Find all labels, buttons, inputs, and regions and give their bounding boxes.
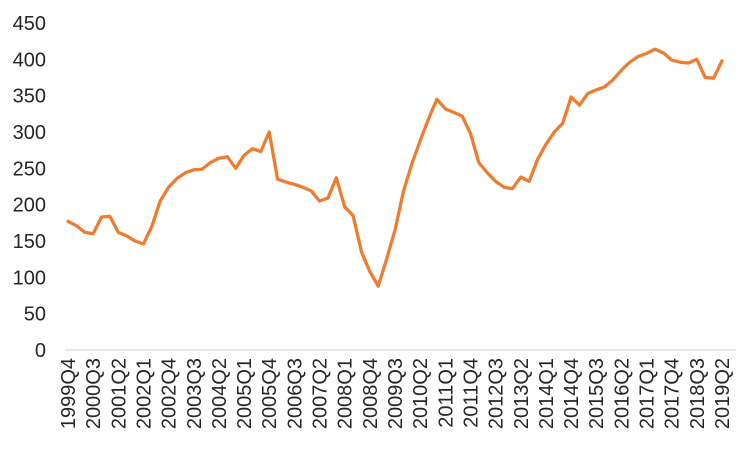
- x-axis-tick-label: 2015Q3: [586, 358, 608, 429]
- x-axis-tick-label: 2010Q2: [410, 358, 432, 429]
- data-line: [66, 47, 724, 288]
- x-axis-tick-label: 2006Q3: [284, 358, 306, 429]
- x-axis-tick-label: 2003Q3: [184, 358, 206, 429]
- x-axis-tick-label: 2018Q3: [687, 358, 709, 429]
- y-axis-tick-label: 450: [13, 13, 46, 35]
- x-axis-tick-label: 2014Q4: [561, 358, 583, 429]
- x-axis-tick-label: 2019Q2: [712, 358, 734, 429]
- y-axis-labels: 0 50 100 150 200 250 300 350 400 450: [13, 13, 46, 362]
- y-axis-tick-label: 300: [13, 122, 46, 144]
- x-axis-tick-label: 2013Q2: [511, 358, 533, 429]
- x-axis-tick-label: 2011Q4: [461, 358, 483, 428]
- x-axis-tick-label: 2007Q2: [310, 358, 332, 429]
- x-axis-tick-label: 2016Q2: [611, 358, 633, 429]
- x-axis-tick-label: 2008Q4: [360, 358, 382, 429]
- y-axis-tick-label: 150: [13, 231, 46, 253]
- x-axis-tick-label: 2012Q3: [486, 358, 508, 429]
- y-axis-tick-label: 250: [13, 158, 46, 180]
- x-axis-tick-label: 2009Q3: [385, 358, 407, 429]
- x-axis-tick-label: 2014Q1: [536, 358, 558, 429]
- x-axis-labels: 1999Q4 2000Q3 2001Q2 2002Q1 2002Q4 2003Q3 2004…: [58, 358, 734, 429]
- x-axis-tick-label: 2008Q1: [335, 358, 357, 429]
- y-axis-tick-label: 100: [13, 267, 46, 289]
- y-axis-tick-label: 400: [13, 49, 46, 71]
- x-axis-tick-label: 2002Q1: [134, 358, 156, 429]
- x-axis-tick-label: 2017Q1: [637, 358, 659, 429]
- x-axis-tick-label: 2011Q1: [435, 358, 457, 428]
- x-axis-tick-label: 2017Q4: [662, 358, 684, 429]
- y-axis-tick-label: 50: [24, 304, 46, 326]
- x-axis-tick-label: 2004Q2: [209, 358, 231, 429]
- y-axis-tick-label: 350: [13, 86, 46, 108]
- y-axis-tick-label: 0: [35, 340, 46, 362]
- x-axis-tick-label: 2002Q4: [159, 358, 181, 429]
- x-axis-tick-label: 2001Q2: [108, 358, 130, 429]
- y-axis-tick-label: 200: [13, 195, 46, 217]
- x-axis-tick-label: 2000Q3: [83, 358, 105, 429]
- x-axis-tick-label: 1999Q4: [58, 358, 80, 429]
- x-axis-tick-label: 2005Q4: [259, 358, 281, 429]
- x-axis-tick-label: 2005Q1: [234, 358, 256, 429]
